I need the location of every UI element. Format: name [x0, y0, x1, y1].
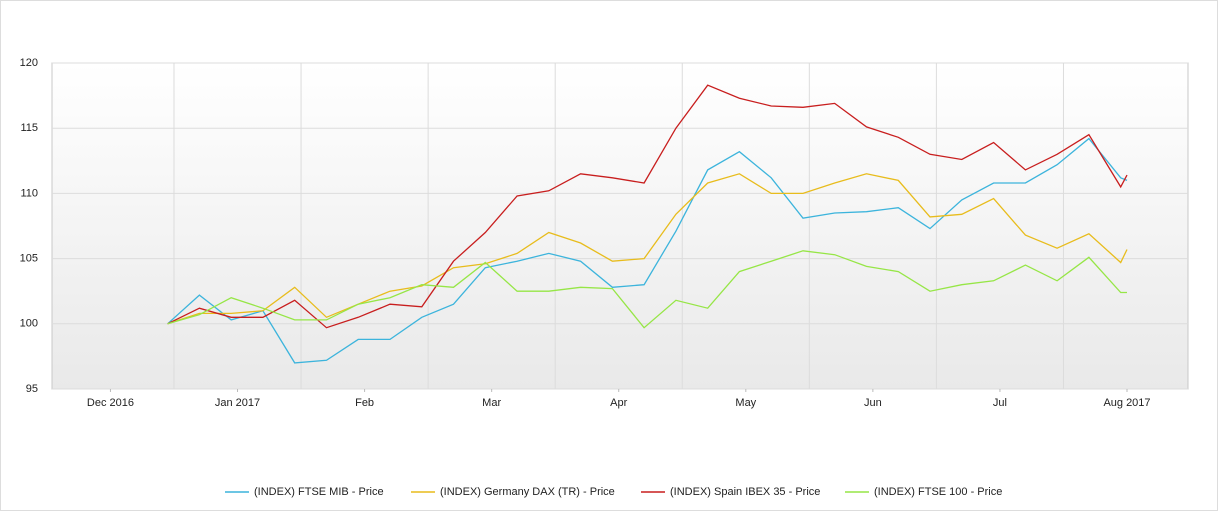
- series-line: [167, 137, 1128, 364]
- y-tick-label: 110: [20, 187, 38, 199]
- x-tick-label: Aug 2017: [1103, 397, 1150, 409]
- series-line: [167, 84, 1128, 329]
- plot-area: [51, 62, 1189, 390]
- legend-label: (INDEX) FTSE MIB - Price: [254, 486, 384, 498]
- legend-label: (INDEX) FTSE 100 - Price: [874, 486, 1002, 498]
- y-tick-label: 95: [26, 383, 38, 395]
- y-tick-label: 100: [20, 318, 38, 330]
- legend-label: (INDEX) Spain IBEX 35 - Price: [670, 486, 820, 498]
- x-tick-label: Jul: [993, 397, 1007, 409]
- legend-label: (INDEX) Germany DAX (TR) - Price: [440, 486, 615, 498]
- x-tick-label: Mar: [482, 397, 501, 409]
- series-line: [167, 173, 1128, 325]
- x-tick-label: Jan 2017: [215, 397, 260, 409]
- x-tick-label: Jun: [864, 397, 882, 409]
- y-tick-label: 115: [20, 122, 38, 134]
- series-line: [167, 250, 1127, 329]
- x-tick-label: Dec 2016: [87, 397, 134, 409]
- y-tick-label: 105: [20, 253, 38, 265]
- x-tick-label: Apr: [610, 397, 627, 409]
- x-tick-label: Feb: [355, 397, 374, 409]
- x-tick-label: May: [735, 397, 756, 409]
- y-tick-label: 120: [20, 57, 38, 69]
